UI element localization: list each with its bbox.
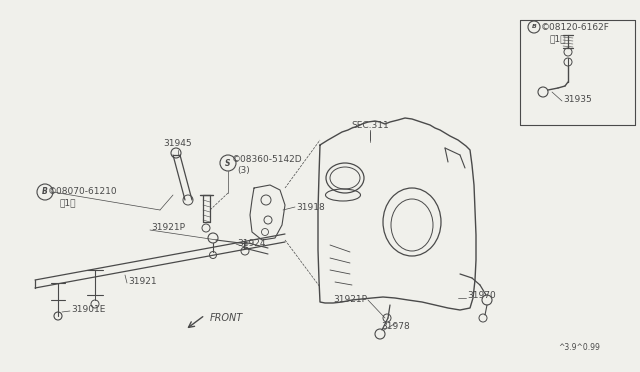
Text: 31935: 31935 (563, 96, 592, 105)
Text: ©08360-5142D: ©08360-5142D (232, 155, 303, 164)
Text: 31978: 31978 (381, 322, 410, 331)
Text: FRONT: FRONT (210, 313, 243, 323)
Text: （1）: （1） (60, 199, 77, 208)
Text: 31970: 31970 (467, 292, 496, 301)
Text: ^3.9^0.99: ^3.9^0.99 (558, 343, 600, 353)
Text: 31921: 31921 (128, 278, 157, 286)
Text: 31918: 31918 (296, 202, 324, 212)
Text: B: B (42, 187, 48, 196)
Text: 31924: 31924 (237, 238, 266, 247)
Text: 31921P: 31921P (151, 224, 185, 232)
Text: SEC.311: SEC.311 (351, 121, 389, 130)
Text: （1）: （1） (549, 35, 566, 44)
Text: S: S (225, 158, 231, 167)
Text: 31901E: 31901E (71, 305, 106, 314)
Text: B: B (532, 25, 536, 29)
Text: (3): (3) (237, 167, 250, 176)
Text: 31921P: 31921P (333, 295, 367, 305)
Text: ©08070-61210: ©08070-61210 (48, 187, 118, 196)
Text: ©08120-6162F: ©08120-6162F (541, 23, 610, 32)
Text: 31945: 31945 (164, 139, 192, 148)
